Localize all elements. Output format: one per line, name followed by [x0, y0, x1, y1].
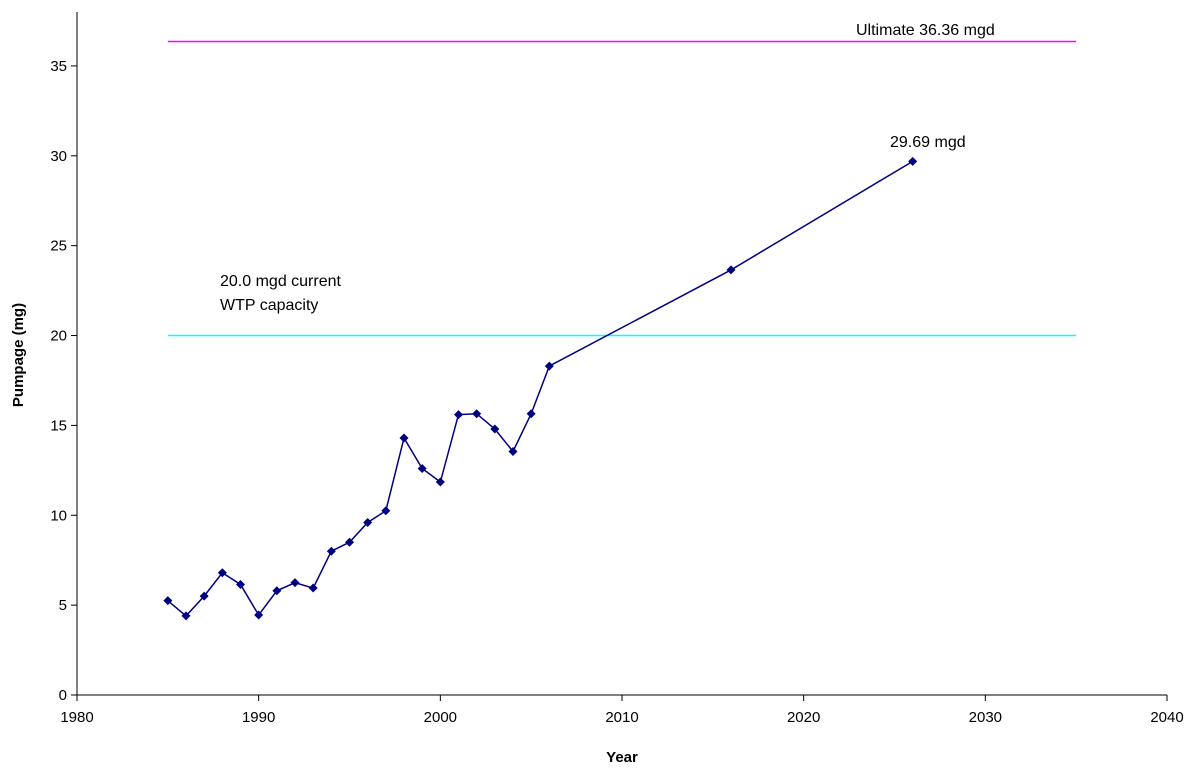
data-point — [327, 547, 336, 556]
x-tick-label: 1980 — [60, 709, 93, 726]
data-point — [545, 362, 554, 371]
y-tick-label: 20 — [50, 328, 67, 345]
reference-lines — [168, 41, 1076, 335]
last-point-annotation: 29.69 mgd — [890, 134, 966, 151]
x-tick-label: 2040 — [1150, 709, 1183, 726]
x-tick-label: 1990 — [242, 709, 275, 726]
y-tick-label: 30 — [50, 148, 67, 165]
y-axis-title: Pumpage (mg) — [10, 303, 27, 407]
data-point — [381, 506, 390, 515]
wtp-annotation-line2: WTP capacity — [220, 297, 318, 314]
y-tick-label: 5 — [59, 597, 67, 614]
y-tick-label: 10 — [50, 507, 67, 524]
x-axis-title: Year — [606, 749, 638, 766]
y-ticks: 0 5 10 15 20 25 30 35 — [50, 58, 77, 704]
data-point — [727, 265, 736, 274]
data-point — [454, 410, 463, 419]
y-tick-label: 25 — [50, 238, 67, 255]
series-line — [168, 161, 913, 616]
y-tick-label: 15 — [50, 417, 67, 434]
data-point — [291, 578, 300, 587]
x-tick-label: 2000 — [424, 709, 457, 726]
data-point — [527, 409, 536, 418]
x-tick-label: 2020 — [787, 709, 820, 726]
ultimate-annotation: Ultimate 36.36 mgd — [856, 22, 995, 39]
data-point — [908, 157, 917, 166]
wtp-annotation-line1: 20.0 mgd current — [220, 273, 342, 290]
y-tick-label: 0 — [59, 687, 67, 704]
series-group — [163, 157, 917, 621]
data-point — [236, 580, 245, 589]
axes — [77, 12, 1167, 695]
x-tick-label: 2030 — [969, 709, 1002, 726]
data-point — [400, 433, 409, 442]
x-tick-label: 2010 — [605, 709, 638, 726]
data-point — [309, 584, 318, 593]
x-ticks: 1980 1990 2000 2010 2020 2030 2040 — [60, 695, 1183, 726]
y-tick-label: 35 — [50, 58, 67, 75]
